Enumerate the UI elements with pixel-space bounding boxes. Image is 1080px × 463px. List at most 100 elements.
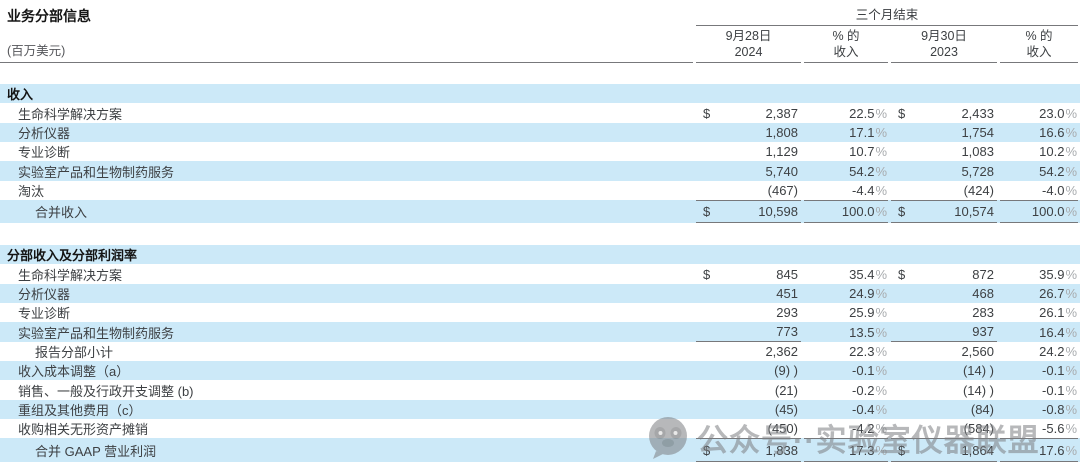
- percent-cell: [1000, 84, 1078, 103]
- table-row: 合并收入 $10,598 100.0% $10,574 100.0%: [0, 200, 1080, 224]
- percent-sign: %: [875, 204, 887, 220]
- value: 1,129: [765, 144, 798, 160]
- row-label: 生命科学解决方案: [18, 267, 123, 283]
- percent-sign: %: [875, 266, 887, 282]
- column-header-line2: 收入: [833, 45, 859, 59]
- value: 1,083: [961, 144, 994, 160]
- table-row: 报告分部小计 2,362 22.3% 2,560 24.2%: [0, 342, 1080, 361]
- value: (45): [774, 401, 798, 417]
- value: (14) ): [962, 382, 994, 398]
- column-header-pct-2024: % 的 收入: [804, 24, 888, 63]
- percent-sign: %: [1065, 182, 1077, 198]
- column-header-line2: 收入: [1026, 45, 1052, 59]
- value: 283: [972, 305, 994, 321]
- value: 10,598: [758, 204, 798, 220]
- percent-cell: -4.0%: [1042, 182, 1077, 198]
- table-row: 收购相关无形资产摊销 (450) -4.2% (584) -5.6%: [0, 419, 1080, 438]
- column-header-row: (百万美元) 9月28日 2024 % 的 收入 9月30日 2023 % 的 …: [0, 24, 1080, 63]
- percent-sign: %: [875, 305, 887, 321]
- percent-cell: 17.1%: [849, 124, 887, 140]
- percent-cell: 22.3%: [849, 343, 887, 359]
- percent-sign: %: [1065, 105, 1077, 121]
- percent-sign: %: [875, 285, 887, 301]
- percent-sign: %: [1065, 124, 1077, 140]
- percent-sign: %: [875, 382, 887, 398]
- dollar-sign: $: [703, 105, 711, 121]
- value-cell: 1,129: [696, 142, 801, 161]
- value-cell: 283: [891, 303, 997, 322]
- value-cell: 2,362: [696, 342, 801, 361]
- value: 1,754: [961, 124, 994, 140]
- row-label: 淘汰: [18, 183, 45, 199]
- column-header-date: 9月30日: [921, 29, 967, 43]
- column-header-pct-2023: % 的 收入: [1000, 24, 1078, 63]
- percent-sign: %: [875, 442, 887, 458]
- value: (467): [767, 182, 798, 198]
- percent-cell: 100.0%: [804, 200, 888, 224]
- percent-sign: %: [1065, 401, 1077, 417]
- dollar-sign: $: [703, 204, 711, 220]
- table-row: 销售、一般及行政开支调整 (b) (21) -0.2% (14) ) -0.1%: [0, 380, 1080, 399]
- percent-cell: 26.7%: [1039, 285, 1077, 301]
- value-cell: (467): [696, 181, 801, 200]
- percent-sign: %: [1065, 266, 1077, 282]
- row-label: 收入: [7, 87, 34, 103]
- value: (424): [963, 182, 994, 198]
- percent-sign: %: [1065, 163, 1077, 179]
- value-cell: 937: [891, 322, 997, 342]
- percent-cell: 16.4%: [1039, 324, 1077, 340]
- value-cell: [696, 245, 801, 264]
- value-cell: (450): [696, 419, 801, 438]
- table-row: 合并 GAAP 营业利润 $1,838 17.3% $1,864 17.6%: [0, 438, 1080, 462]
- percent-sign: %: [1065, 144, 1077, 160]
- value: 293: [776, 305, 798, 321]
- section-header-row: 分部收入及分部利润率: [0, 245, 1080, 265]
- value: (584): [963, 421, 994, 437]
- percent-cell: -0.1%: [1042, 382, 1077, 398]
- row-label: 实验室产品和生物制药服务: [18, 164, 175, 180]
- value-cell: (424): [891, 181, 997, 200]
- value: (450): [767, 421, 798, 437]
- value-cell: 5,728: [891, 161, 997, 180]
- percent-cell: 23.0%: [1039, 105, 1077, 121]
- percent-cell: -0.2%: [852, 382, 887, 398]
- value-cell: (84): [891, 400, 997, 419]
- column-header-year: 2023: [930, 45, 958, 59]
- column-header-2023: 9月30日 2023: [891, 24, 997, 63]
- table-row: 重组及其他费用（c） (45) -0.4% (84) -0.8%: [0, 399, 1080, 420]
- row-label: 合并 GAAP 营业利润: [35, 443, 157, 459]
- page-title: 业务分部信息: [7, 8, 91, 24]
- value-cell: $2,433: [891, 103, 997, 122]
- table-row: 专业诊断 293 25.9% 283 26.1%: [0, 303, 1080, 322]
- value: 2,560: [961, 343, 994, 359]
- dollar-sign: $: [898, 105, 906, 121]
- table-row: 生命科学解决方案 $845 35.4% $872 35.9%: [0, 264, 1080, 283]
- value-cell: 468: [891, 284, 997, 303]
- percent-cell: 16.6%: [1039, 124, 1077, 140]
- percent-sign: %: [1065, 442, 1077, 458]
- row-label: 收购相关无形资产摊销: [18, 422, 149, 438]
- row-label: 实验室产品和生物制药服务: [18, 325, 175, 341]
- row-label: 重组及其他费用（c）: [18, 402, 142, 418]
- table-row: 实验室产品和生物制药服务 5,740 54.2% 5,728 54.2%: [0, 161, 1080, 181]
- row-label: 销售、一般及行政开支调整 (b): [18, 383, 194, 399]
- period-header: 三个月结束: [696, 0, 1078, 26]
- value: 5,740: [765, 163, 798, 179]
- column-header-2024: 9月28日 2024: [696, 24, 801, 63]
- value-cell: 5,740: [696, 161, 801, 180]
- percent-sign: %: [1065, 363, 1077, 379]
- value: (84): [970, 401, 994, 417]
- row-label: 分部收入及分部利润率: [7, 248, 138, 264]
- column-header-year: 2024: [734, 45, 763, 59]
- row-label: 分析仪器: [18, 125, 71, 141]
- percent-cell: -5.6%: [1042, 421, 1077, 437]
- value-cell: (45): [696, 400, 801, 419]
- percent-cell: 24.9%: [849, 285, 887, 301]
- percent-sign: %: [875, 363, 887, 379]
- table-row: 专业诊断 1,129 10.7% 1,083 10.2%: [0, 142, 1080, 161]
- value: 2,362: [765, 343, 798, 359]
- percent-sign: %: [1065, 285, 1077, 301]
- dollar-sign: $: [898, 266, 906, 282]
- percent-sign: %: [1065, 421, 1077, 437]
